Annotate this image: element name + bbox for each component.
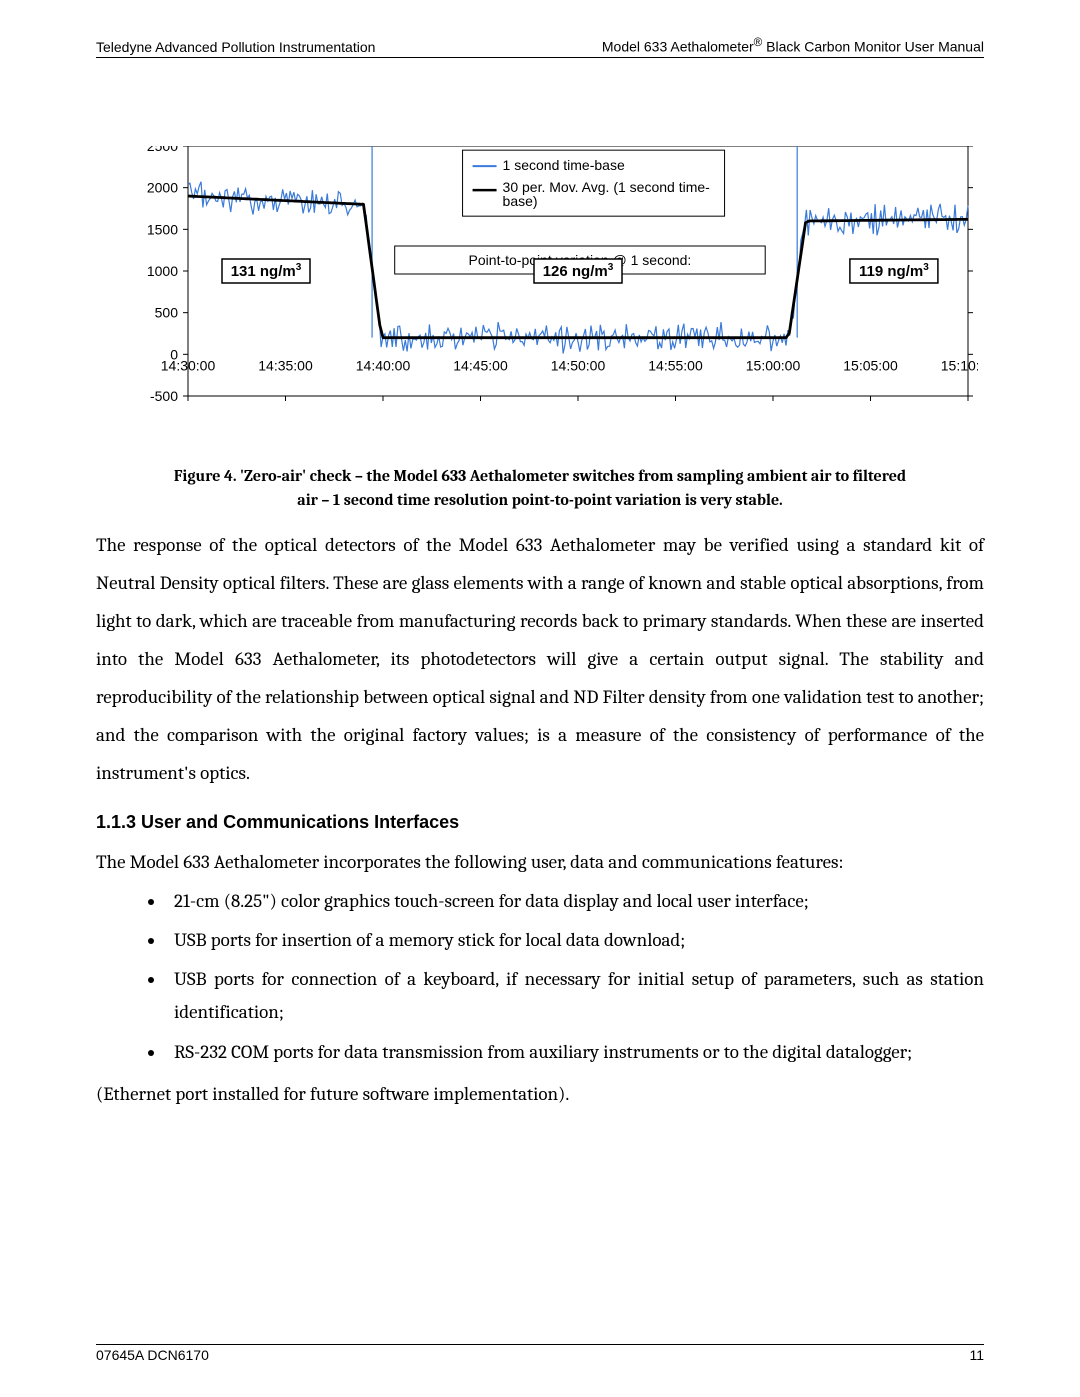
page-header: Teledyne Advanced Pollution Instrumentat…	[96, 36, 984, 58]
svg-text:2000: 2000	[147, 179, 178, 195]
section-heading-interfaces: 1.1.3 User and Communications Interfaces	[96, 812, 984, 833]
zero-air-chart: -5000500100015002000250014:30:0014:35:00…	[118, 146, 984, 446]
svg-text:-500: -500	[150, 388, 178, 404]
svg-text:119 ng/m3: 119 ng/m3	[859, 262, 929, 280]
page: Teledyne Advanced Pollution Instrumentat…	[0, 0, 1080, 1397]
chart-svg: -5000500100015002000250014:30:0014:35:00…	[118, 146, 978, 446]
svg-text:14:55:00: 14:55:00	[648, 357, 703, 373]
svg-text:2500: 2500	[147, 146, 178, 154]
footer-page-number: 11	[969, 1347, 984, 1363]
svg-text:14:50:00: 14:50:00	[551, 357, 606, 373]
paren-ethernet-note: (Ethernet port installed for future soft…	[96, 1075, 984, 1113]
svg-text:500: 500	[155, 304, 179, 320]
svg-text:14:35:00: 14:35:00	[258, 357, 313, 373]
svg-text:15:10:00: 15:10:00	[941, 357, 978, 373]
list-item: 21-cm (8.25") color graphics touch-scree…	[166, 885, 984, 918]
svg-text:1 second time-base: 1 second time-base	[503, 157, 625, 173]
list-item: RS-232 COM ports for data transmission f…	[166, 1036, 984, 1069]
svg-text:15:00:00: 15:00:00	[746, 357, 801, 373]
paragraph-optical-detectors: The response of the optical detectors of…	[96, 526, 984, 792]
svg-text:14:30:00: 14:30:00	[161, 357, 216, 373]
figure-caption: Figure 4. 'Zero-air' check – the Model 6…	[100, 464, 980, 512]
list-item: USB ports for insertion of a memory stic…	[166, 924, 984, 957]
svg-text:131 ng/m3: 131 ng/m3	[231, 262, 302, 280]
footer-left: 07645A DCN6170	[96, 1347, 209, 1363]
svg-text:1500: 1500	[147, 221, 178, 237]
features-list: 21-cm (8.25") color graphics touch-scree…	[96, 885, 984, 1069]
svg-text:14:40:00: 14:40:00	[356, 357, 411, 373]
header-right: Model 633 Aethalometer® Black Carbon Mon…	[602, 36, 984, 55]
svg-text:14:45:00: 14:45:00	[453, 357, 508, 373]
svg-text:1000: 1000	[147, 263, 178, 279]
svg-text:126 ng/m3: 126 ng/m3	[543, 262, 614, 280]
svg-text:15:05:00: 15:05:00	[843, 357, 898, 373]
header-left: Teledyne Advanced Pollution Instrumentat…	[96, 39, 375, 55]
page-footer: 07645A DCN6170 11	[96, 1344, 984, 1363]
list-item: USB ports for connection of a keyboard, …	[166, 963, 984, 1030]
paragraph-features-intro: The Model 633 Aethalometer incorporates …	[96, 843, 984, 881]
